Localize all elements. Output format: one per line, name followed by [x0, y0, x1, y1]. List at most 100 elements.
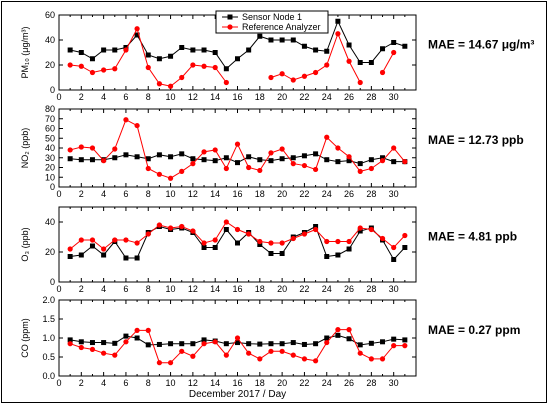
- reference-data-point: [346, 327, 352, 333]
- sensor-data-point: [246, 47, 252, 53]
- reference-data-point: [201, 63, 207, 69]
- reference-data-point: [279, 240, 285, 246]
- x-tick-label: 24: [322, 378, 332, 388]
- y-tick-label: 2.0: [42, 295, 55, 305]
- reference-data-point: [324, 62, 330, 68]
- y-tick-label: 50: [45, 133, 55, 143]
- sensor-data-point: [201, 157, 207, 163]
- x-tick-label: 20: [277, 378, 287, 388]
- reference-data-point: [179, 223, 185, 230]
- sensor-data-point: [402, 43, 408, 49]
- sensor-data-point: [279, 341, 285, 347]
- sensor-data-point: [123, 152, 129, 158]
- sensor-data-point: [145, 52, 151, 58]
- reference-data-point: [234, 141, 241, 147]
- reference-data-point: [179, 348, 185, 354]
- x-tick-label: 2: [79, 189, 84, 199]
- y-tick-label: 1.5: [42, 314, 55, 324]
- reference-data-point: [379, 356, 386, 362]
- x-tick-label: 12: [188, 284, 198, 294]
- reference-data-point: [301, 231, 308, 237]
- reference-data-point: [145, 231, 151, 237]
- reference-data-point: [379, 235, 386, 242]
- reference-data-point: [290, 235, 296, 242]
- y-tick-label: 20: [45, 163, 55, 173]
- sensor-data-point: [78, 50, 84, 55]
- reference-data-point: [234, 335, 241, 341]
- y-tick-label: 40: [45, 143, 55, 153]
- x-tick-label: 12: [188, 189, 198, 199]
- reference-data-point: [145, 327, 151, 333]
- x-tick-label: 4: [101, 189, 106, 199]
- x-tick-label: 4: [101, 92, 106, 102]
- x-tick-label: 30: [389, 378, 399, 388]
- sensor-data-point: [324, 157, 330, 163]
- y-tick-label: 40: [45, 217, 55, 227]
- y-tick-label: 0: [50, 182, 55, 192]
- x-tick-label: 10: [166, 284, 176, 294]
- sensor-data-point: [212, 158, 218, 164]
- reference-data-point: [212, 339, 218, 345]
- reference-data-point: [324, 134, 330, 140]
- sensor-data-point: [145, 342, 151, 348]
- x-tick-label: 28: [366, 284, 376, 294]
- reference-data-point: [89, 237, 96, 243]
- sensor-data-point: [368, 340, 374, 346]
- sensor-data-point: [101, 252, 107, 258]
- sensor-data-point: [257, 242, 263, 247]
- reference-data-point: [312, 226, 319, 233]
- x-tick-label: 0: [56, 378, 61, 388]
- sensor-data-point: [156, 56, 162, 62]
- legend-box: [215, 10, 329, 34]
- reference-data-point: [268, 240, 274, 246]
- x-tick-label: 26: [344, 284, 354, 294]
- y-tick-label: 20: [45, 247, 55, 257]
- y-tick-label: 0: [50, 277, 55, 287]
- sensor-data-point: [246, 154, 252, 160]
- x-tick-label: 2: [79, 284, 84, 294]
- reference-data-point: [268, 348, 274, 354]
- reference-data-point: [78, 63, 84, 69]
- x-tick-label: 24: [322, 189, 332, 199]
- sensor-data-point: [368, 157, 374, 163]
- reference-data-point: [335, 145, 341, 151]
- mae-annotation: MAE = 0.27 ppm: [428, 323, 520, 337]
- reference-series-line: [382, 52, 395, 73]
- reference-data-point: [112, 237, 118, 243]
- sensor-data-point: [112, 340, 118, 346]
- x-tick-label: 14: [210, 92, 220, 102]
- sensor-data-point: [190, 341, 196, 347]
- x-tick-label: 10: [166, 378, 176, 388]
- x-tick-label: 8: [146, 189, 151, 199]
- reference-data-point: [391, 244, 397, 251]
- reference-series-line: [70, 119, 406, 179]
- y-tick-label: 0.0: [42, 371, 55, 381]
- reference-data-point: [112, 66, 118, 72]
- x-tick-label: 16: [232, 284, 242, 294]
- sensor-data-point: [78, 252, 84, 258]
- sensor-data-point: [335, 159, 341, 165]
- reference-data-point: [190, 353, 196, 359]
- x-tick-label: 8: [146, 284, 151, 294]
- x-tick-label: 26: [344, 92, 354, 102]
- reference-data-point: [290, 77, 296, 83]
- sensor-data-point: [190, 47, 196, 53]
- sensor-data-point: [134, 255, 140, 261]
- sensor-data-point: [179, 341, 185, 347]
- sensor-data-point: [179, 151, 185, 157]
- sensor-data-point: [257, 157, 263, 163]
- x-tick-label: 20: [277, 284, 287, 294]
- sensor-data-point: [156, 341, 162, 347]
- x-tick-label: 22: [299, 378, 309, 388]
- y-axis-label: NO₂ (ppb): [20, 128, 30, 169]
- sensor-data-point: [112, 47, 118, 53]
- x-tick-label: 14: [210, 284, 220, 294]
- reference-data-point: [312, 166, 319, 173]
- x-tick-label: 16: [232, 92, 242, 102]
- x-tick-label: 14: [210, 189, 220, 199]
- reference-data-point: [368, 356, 374, 362]
- sensor-data-point: [67, 47, 73, 53]
- reference-data-point: [335, 238, 341, 245]
- reference-data-point: [279, 146, 285, 152]
